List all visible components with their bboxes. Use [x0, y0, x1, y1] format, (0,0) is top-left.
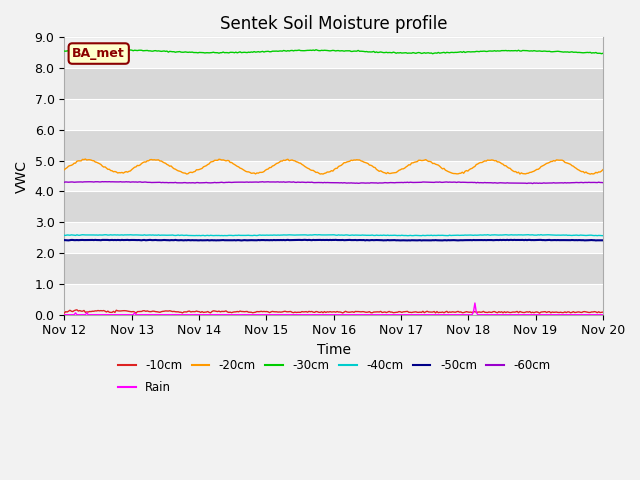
Text: BA_met: BA_met	[72, 47, 125, 60]
Bar	[64, 161, 603, 192]
Legend: Rain: Rain	[113, 376, 176, 398]
X-axis label: Time: Time	[317, 343, 351, 357]
Title: Sentek Soil Moisture profile: Sentek Soil Moisture profile	[220, 15, 447, 33]
Bar	[64, 222, 603, 253]
Y-axis label: VWC: VWC	[15, 159, 29, 192]
Bar	[64, 99, 603, 130]
Bar	[64, 253, 603, 284]
Bar	[64, 37, 603, 68]
Bar	[64, 130, 603, 161]
Bar	[64, 284, 603, 315]
Bar	[64, 68, 603, 99]
Bar	[64, 192, 603, 222]
